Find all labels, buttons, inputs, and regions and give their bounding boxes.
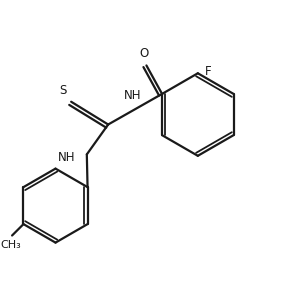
Text: CH₃: CH₃ — [0, 240, 21, 250]
Text: S: S — [59, 84, 66, 97]
Text: NH: NH — [58, 151, 75, 164]
Text: F: F — [205, 65, 212, 78]
Text: NH: NH — [124, 89, 141, 102]
Text: O: O — [139, 47, 148, 60]
